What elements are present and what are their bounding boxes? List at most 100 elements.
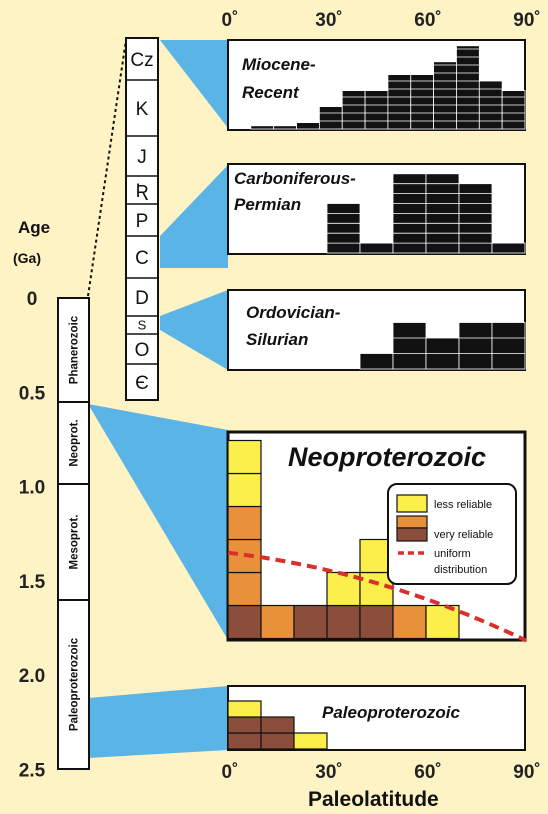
very-reliable-cell [260,604,295,640]
eon-label: Mesoprot. [69,515,81,570]
lat-tick-label: 0˚ [222,762,239,783]
legend-label-less-reliable: less reliable [434,499,492,511]
period-guide-line [87,39,127,297]
period-label: J [137,147,147,168]
very-reliable-cell [326,604,361,640]
lat-tick-label: 30˚ [315,762,342,783]
histogram-bar [491,242,526,254]
histogram-bar [359,242,394,254]
period-label: Є [135,373,149,394]
period-label: S [138,318,147,333]
less-reliable-cell [425,604,460,640]
connector-wedge [160,290,228,370]
histogram-bar [273,125,297,130]
eon-label: Neoprot. [69,419,81,466]
period-label: P [136,211,149,232]
legend-label-distribution: distribution [434,564,487,576]
connector-wedge [88,686,228,758]
panel-title: Miocene- [242,55,316,74]
histogram-bar [364,90,389,130]
histogram-bar [296,122,320,130]
panel-1: Carboniferous- Permian [227,163,526,255]
legend-swatch-less-reliable [396,494,428,513]
less-reliable-cell [227,700,262,718]
period-label: K [136,99,149,120]
connector-wedges [88,40,228,758]
panel-title: Neoproterozoic [288,442,486,472]
panel-0: Miocene- Recent [227,39,526,131]
panel-title: Paleoproterozoic [322,703,460,722]
lat-ticks-bottom: 0˚ 30˚ 60˚ 90˚ [222,762,541,783]
connector-wedge [160,165,228,268]
period-label: D [135,288,149,309]
panel-title: Recent [242,83,300,102]
lat-tick-label: 30˚ [315,10,342,31]
age-tick-label: 2.5 [19,760,46,781]
lat-tick-label: 0˚ [222,10,239,31]
lat-tick-label: 60˚ [414,762,441,783]
age-tick-label: 2.0 [19,666,45,687]
histogram-bar [458,183,493,254]
histogram-panels: Miocene- Recent Carboniferous- Permian Ordov… [226,39,527,751]
age-axis-unit: (Ga) [13,250,41,266]
panel-title: Silurian [246,330,308,349]
age-tick-label: 0.5 [19,383,46,404]
age-axis-title: Age [18,218,50,237]
histogram-bar [458,322,493,370]
histogram-bar [359,353,394,370]
very-reliable-cell [260,732,295,750]
age-tick-label: 0 [27,289,38,310]
panel-2: Ordovician- Silurian [227,289,526,371]
age-tick-label: 1.0 [19,478,45,499]
age-tick-label: 1.5 [19,572,46,593]
lat-tick-label: 90˚ [513,10,540,31]
less-reliable-cell [227,439,262,475]
very-reliable-cell [227,732,262,750]
age-axis: Age (Ga) 0 0.5 1.0 1.5 2.0 2.5 [13,218,50,781]
lat-ticks-top: 0˚ 30˚ 60˚ 90˚ [222,10,541,31]
panel-4: Paleoproterozoic [227,685,526,751]
eon-cell [57,483,90,601]
connector-wedge [88,404,228,640]
legend-swatch-very-reliable-orange [396,515,428,529]
connector-wedge [160,40,228,128]
histogram-bar [433,61,457,130]
histogram-bar [456,45,480,130]
histogram-bar [250,125,275,130]
very-reliable-cell [392,604,427,640]
eon-label: Paleoproterozoic [69,637,81,731]
histogram-bar [326,203,361,254]
very-reliable-cell [227,505,262,541]
histogram-bar [501,90,526,130]
lat-tick-label: 60˚ [414,10,441,31]
eon-cell [57,599,90,770]
panel-3: Neoproterozoic [226,430,527,643]
histogram-bar [392,322,427,370]
histogram-bar [341,90,366,130]
very-reliable-cell [293,604,328,640]
histogram-bar [491,322,526,370]
panel-title: Carboniferous- [234,169,356,188]
less-reliable-cell [293,732,328,750]
very-reliable-cell [359,604,394,640]
uniform-distribution-line [227,550,527,643]
x-axis-title: Paleolatitude [308,788,439,811]
legend-swatch-very-reliable-brown [396,527,428,542]
less-reliable-cell [227,472,262,508]
panel-title: Ordovician- [246,303,341,322]
period-label: O [135,340,150,361]
period-label: Cz [130,50,153,71]
eon-label: Phanerozoic [69,315,81,384]
very-reliable-cell [227,604,262,640]
very-reliable-cell [227,571,262,607]
lat-tick-label: 90˚ [513,762,540,783]
legend: less reliable very reliable uniform dist… [387,483,517,585]
legend-label-very-reliable: very reliable [434,529,493,541]
period-column-frame [125,37,159,401]
very-reliable-cell [260,716,295,734]
period-label: C [135,248,149,269]
eon-column: Phanerozoic Neoprot. Mesoprot. Paleoprotero… [57,297,90,770]
eon-cell [57,401,90,485]
